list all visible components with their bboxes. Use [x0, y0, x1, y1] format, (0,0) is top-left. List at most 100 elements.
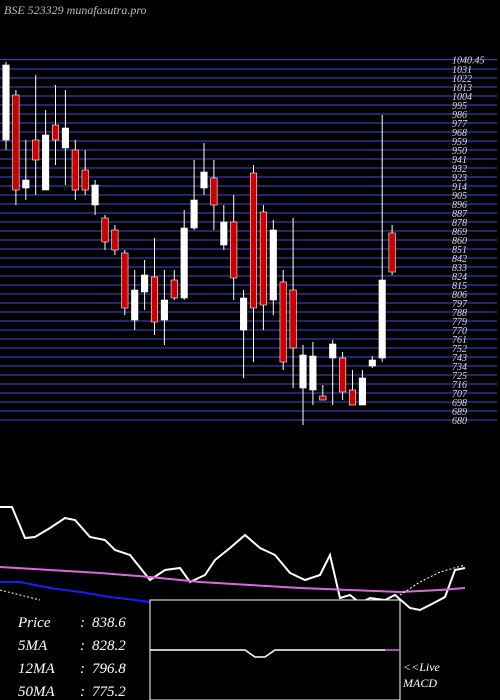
y-tick-label: 842: [452, 254, 467, 265]
candle-body: [12, 94, 20, 191]
y-tick-label: 797: [452, 299, 468, 310]
candle-body: [348, 389, 357, 406]
y-tick-label: 734: [452, 362, 467, 373]
y-tick-label: 725: [452, 371, 467, 382]
candle-body: [240, 297, 248, 331]
y-tick-label: 761: [452, 335, 467, 346]
candle-body: [368, 359, 376, 367]
legend-separator: :: [80, 684, 85, 700]
candle-body: [230, 221, 238, 279]
candle-body: [358, 377, 366, 406]
y-tick-label: 779: [452, 317, 467, 328]
candle-body: [220, 221, 228, 246]
indicator-line: [150, 649, 385, 658]
candle-body: [269, 229, 277, 301]
candle-body: [131, 289, 139, 321]
y-tick-label: 878: [452, 218, 467, 229]
candle-body: [121, 252, 129, 309]
y-tick-label: 905: [452, 191, 467, 202]
candle-body: [319, 395, 327, 401]
y-tick-label: 1031: [452, 65, 472, 76]
legend-value: 828.2: [92, 638, 126, 654]
y-tick-label: 770: [452, 326, 467, 337]
candle-body: [141, 274, 149, 293]
indicator-line: [0, 581, 151, 603]
candle-body: [170, 279, 178, 299]
y-tick-label: 824: [452, 272, 467, 283]
legend-label: 50MA: [18, 684, 55, 700]
y-tick-label: 977: [452, 119, 468, 130]
y-tick-label: 869: [452, 227, 467, 238]
legend-value: 775.2: [92, 684, 126, 700]
candle-body: [210, 177, 218, 206]
candle-body: [190, 199, 198, 229]
candle-body: [279, 281, 287, 363]
legend-value: 796.8: [92, 661, 126, 677]
y-tick-label: 1022: [452, 74, 472, 85]
candle-body: [309, 355, 317, 391]
candle-body: [61, 127, 69, 149]
candle-body: [299, 354, 307, 389]
y-tick-label: 698: [452, 398, 467, 409]
candle-body: [81, 169, 89, 191]
legend-label: 5MA: [18, 638, 48, 654]
candle-body: [51, 124, 60, 141]
y-tick-label: 941: [452, 155, 467, 166]
candle-body: [180, 227, 188, 299]
y-tick-label: 806: [452, 290, 467, 301]
candle-body: [32, 139, 40, 161]
live-macd-label: <<Live: [403, 660, 441, 674]
y-tick-label: 743: [452, 353, 467, 364]
title: BSE 523329 munafasutra.pro: [4, 3, 147, 17]
indicator-line: [0, 564, 466, 601]
y-tick-label: 995: [452, 101, 467, 112]
live-macd-label: MACD: [402, 676, 437, 690]
candle-body: [42, 134, 50, 191]
legend-value: 838.6: [92, 615, 126, 631]
candle-body: [22, 179, 30, 189]
y-tick-label: 986: [452, 110, 467, 121]
candle-body: [339, 357, 347, 393]
y-tick-label: 887: [452, 209, 468, 220]
candle-body: [329, 343, 337, 359]
legend-separator: :: [80, 661, 85, 677]
y-tick-label: 1040.45: [452, 56, 485, 67]
candle-body: [388, 232, 396, 273]
candle-body: [91, 184, 99, 206]
y-tick-label: 680: [452, 416, 467, 427]
y-tick-label: 950: [452, 146, 467, 157]
y-tick-label: 788: [452, 308, 467, 319]
y-tick-label: 896: [452, 200, 467, 211]
candle-body: [150, 276, 159, 323]
y-tick-label: 689: [452, 407, 467, 418]
candle-body: [2, 64, 10, 141]
y-tick-label: 716: [452, 380, 467, 391]
y-tick-label: 752: [452, 344, 467, 355]
candle-body: [289, 289, 297, 349]
y-tick-label: 968: [452, 128, 467, 139]
candle-body: [71, 149, 79, 191]
legend-separator: :: [80, 615, 85, 631]
candle-body: [200, 171, 208, 189]
legend-label: 12MA: [18, 661, 55, 677]
y-tick-label: 860: [452, 236, 467, 247]
candle-body: [111, 229, 119, 251]
y-tick-label: 932: [452, 164, 467, 175]
candle-body: [101, 217, 109, 243]
y-tick-label: 1004: [452, 92, 472, 103]
candle-body: [378, 279, 386, 359]
legend-separator: :: [80, 638, 85, 654]
candle-body: [160, 299, 168, 321]
indicator-line: [0, 566, 466, 594]
y-tick-label: 707: [452, 389, 468, 400]
y-tick-label: 815: [452, 281, 467, 292]
candle-body: [249, 172, 258, 309]
legend-label: Price: [17, 615, 51, 631]
y-tick-label: 923: [452, 173, 467, 184]
y-tick-label: 851: [452, 245, 467, 256]
y-tick-label: 1013: [452, 83, 472, 94]
candle-body: [259, 211, 267, 306]
y-tick-label: 959: [452, 137, 467, 148]
